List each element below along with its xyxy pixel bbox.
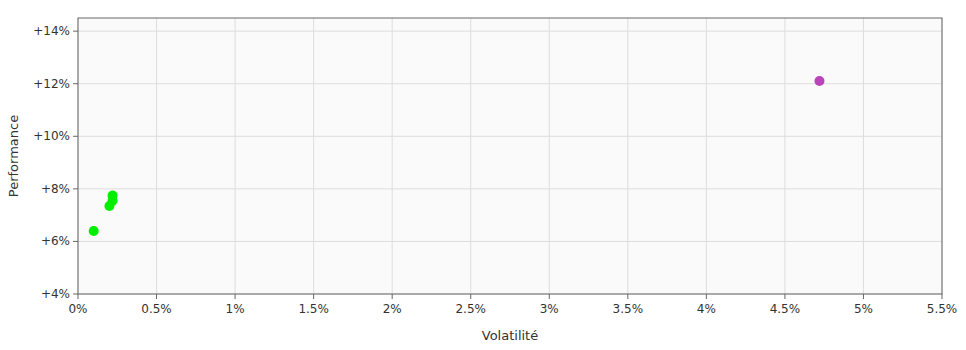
x-grid-line (706, 18, 707, 294)
y-tick (73, 294, 78, 295)
y-tick-label: +10% (33, 129, 70, 143)
x-tick (627, 294, 628, 299)
axes: 0% 0.5% 1% 1.5% 2% 2.5% 3% 3.5% 4% 4.5% 5% 5.5% +4% +… (33, 18, 957, 316)
y-axis-label: Performance (6, 115, 21, 197)
x-tick-label: 1.5% (298, 302, 329, 316)
x-tick (156, 294, 157, 299)
y-tick-label: +6% (41, 234, 70, 248)
x-tick (78, 294, 79, 299)
y-tick (73, 241, 78, 242)
grid (78, 18, 942, 294)
x-tick (313, 294, 314, 299)
y-tick-label: +4% (41, 287, 70, 301)
x-tick-label: 4% (697, 302, 716, 316)
y-tick (73, 31, 78, 32)
y-tick (73, 136, 78, 137)
x-grid-line (313, 18, 314, 294)
x-tick-label: 2% (383, 302, 402, 316)
series (89, 190, 118, 235)
x-grid-line (156, 18, 157, 294)
x-tick (549, 294, 550, 299)
y-tick-label: +14% (33, 24, 70, 38)
y-tick-label: +12% (33, 77, 70, 91)
x-tick (863, 294, 864, 299)
x-grid-line (627, 18, 628, 294)
y-tick (73, 188, 78, 189)
scatter-point (814, 76, 824, 86)
x-tick-label: 5% (854, 302, 873, 316)
scatter-point (104, 201, 114, 211)
scatter-point (89, 226, 99, 236)
x-tick-label: 0.5% (141, 302, 172, 316)
chart-svg: 0% 0.5% 1% 1.5% 2% 2.5% 3% 3.5% 4% 4.5% 5% 5.5% +4% +… (0, 0, 966, 350)
y-grid-line (78, 83, 942, 84)
x-tick-label: 3% (540, 302, 559, 316)
x-grid-line (235, 18, 236, 294)
x-tick (470, 294, 471, 299)
x-grid-line (470, 18, 471, 294)
x-tick (235, 294, 236, 299)
y-tick (73, 83, 78, 84)
x-tick-label: 0% (68, 302, 87, 316)
x-tick-label: 3.5% (613, 302, 644, 316)
x-grid-line (549, 18, 550, 294)
plot-background (78, 18, 942, 294)
x-tick (706, 294, 707, 299)
chart-container: 0% 0.5% 1% 1.5% 2% 2.5% 3% 3.5% 4% 4.5% 5% 5.5% +4% +… (0, 0, 966, 350)
x-tick-label: 1% (226, 302, 245, 316)
x-tick (942, 294, 943, 299)
y-grid-line (78, 188, 942, 189)
x-tick-label: 2.5% (455, 302, 486, 316)
marks (89, 76, 825, 236)
y-grid-line (78, 31, 942, 32)
x-tick (392, 294, 393, 299)
x-axis-label: Volatilité (482, 328, 538, 343)
series (814, 76, 824, 86)
x-grid-line (863, 18, 864, 294)
y-grid-line (78, 241, 942, 242)
x-grid-line (392, 18, 393, 294)
y-grid-line (78, 136, 942, 137)
x-tick-label: 4.5% (770, 302, 801, 316)
x-grid-line (784, 18, 785, 294)
plot-frame (78, 18, 942, 294)
x-tick (784, 294, 785, 299)
y-tick-label: +8% (41, 182, 70, 196)
x-tick-label: 5.5% (927, 302, 958, 316)
